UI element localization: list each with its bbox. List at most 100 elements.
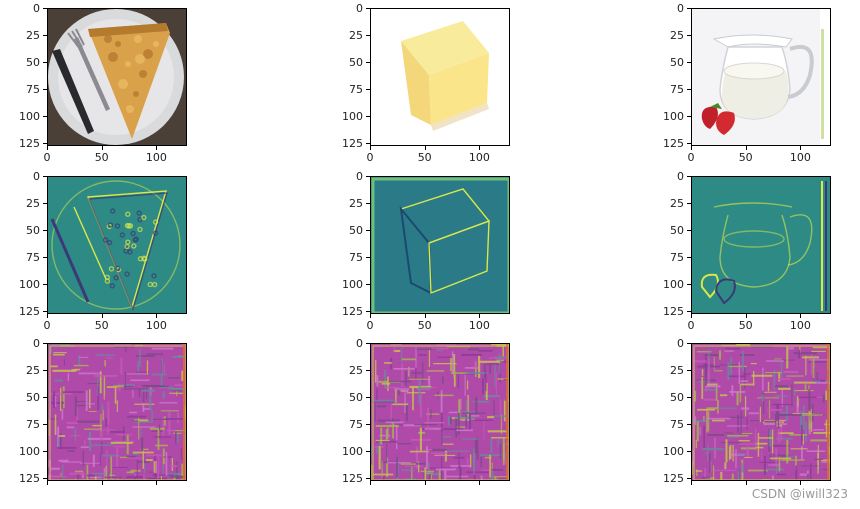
y-tick-mark [43,450,47,452]
image-panel-milk-jug-strawberries-photo: 0 25 50 75 100 125 0 50 100 [663,3,831,163]
y-tick-label: 100 [342,277,363,291]
y-tick-label: 0 [356,337,363,350]
pizza-slice-photo [47,8,187,146]
image-panel-butter-block-photo: 0 25 50 75 100 125 0 50 100 [342,3,510,163]
image-panel-milk-deep-feature-map: 0 25 50 75 100 125 [663,338,831,485]
y-tick-label: 125 [19,471,40,485]
y-tick-mark [366,61,370,63]
y-tick-label: 0 [356,2,363,15]
y-tick-label: 25 [670,28,684,42]
x-tick-label: 50 [417,319,432,332]
y-tick-mark [687,34,691,36]
y-tick-label: 50 [26,390,40,404]
y-tick-label: 75 [670,417,684,431]
y-tick-label: 125 [663,471,684,485]
x-tick-label: 100 [145,319,167,332]
image-panel-milk-edge-feature-map: 0 25 50 75 100 125 0 50 100 [663,171,831,331]
x-tick-mark [156,314,158,318]
image-panel-pizza-deep-feature-map: 0 25 50 75 100 125 [19,338,187,485]
y-tick-label: 0 [677,170,684,183]
y-tick-label: 0 [677,337,684,350]
y-tick-label: 75 [349,250,363,264]
y-tick-label: 50 [670,223,684,237]
y-tick-mark [366,88,370,90]
y-tick-mark [687,8,691,9]
y-tick-mark [366,283,370,285]
y-tick-label: 50 [349,55,363,69]
y-tick-label: 0 [33,2,40,15]
y-tick-mark [43,34,47,36]
y-tick-mark [687,423,691,425]
y-tick-label: 0 [677,2,684,15]
x-tick-label: 100 [789,151,811,164]
y-tick-mark [687,450,691,452]
y-tick-mark [687,115,691,117]
image-panel-butter-deep-feature-map: 0 25 50 75 100 125 [342,338,510,485]
y-tick-label: 125 [19,136,40,150]
y-tick-mark [43,61,47,63]
x-tick-label: 100 [145,151,167,164]
y-tick-label: 25 [26,196,40,210]
x-tick-mark [800,481,802,485]
y-tick-label: 25 [349,28,363,42]
y-tick-mark [43,8,47,9]
x-tick-label: 50 [94,319,109,332]
y-tick-label: 25 [26,363,40,377]
y-tick-label: 0 [33,337,40,350]
y-tick-label: 125 [19,304,40,318]
y-tick-label: 50 [26,223,40,237]
butter-block-photo [370,8,510,146]
y-tick-label: 100 [19,444,40,458]
y-tick-label: 100 [663,109,684,123]
y-tick-mark [366,310,370,312]
milk-jug-strawberries-photo [691,8,831,146]
y-tick-mark [687,310,691,312]
x-tick-label: 100 [468,151,490,164]
y-tick-mark [366,34,370,36]
pizza-deep-feature-map [47,343,187,481]
y-tick-label: 75 [26,250,40,264]
y-tick-label: 125 [342,136,363,150]
x-tick-mark [745,314,747,318]
y-tick-mark [43,176,47,177]
y-tick-label: 25 [26,28,40,42]
y-tick-mark [366,202,370,204]
y-tick-label: 50 [349,223,363,237]
x-tick-mark [101,481,103,485]
x-tick-mark [370,314,371,318]
x-tick-mark [691,481,692,485]
y-tick-label: 25 [670,363,684,377]
x-tick-mark [479,314,481,318]
y-tick-mark [43,202,47,204]
x-tick-label: 0 [687,319,695,332]
x-tick-mark [370,146,371,150]
y-tick-mark [687,343,691,344]
x-tick-mark [424,314,426,318]
y-tick-label: 100 [663,444,684,458]
y-tick-label: 100 [19,109,40,123]
y-tick-mark [366,396,370,398]
x-tick-label: 0 [43,319,51,332]
x-tick-mark [479,481,481,485]
x-tick-label: 0 [366,151,374,164]
y-tick-label: 75 [670,82,684,96]
x-tick-label: 50 [738,319,753,332]
x-tick-label: 0 [687,151,695,164]
x-tick-mark [47,314,48,318]
x-tick-label: 0 [43,151,51,164]
y-tick-label: 50 [349,390,363,404]
x-tick-mark [47,146,48,150]
y-tick-mark [366,176,370,177]
y-tick-label: 50 [26,55,40,69]
x-tick-label: 50 [94,151,109,164]
y-tick-mark [43,343,47,344]
image-panel-pizza-slice-photo: 0 25 50 75 100 125 0 50 100 [19,3,187,163]
y-tick-mark [43,256,47,258]
y-tick-mark [687,202,691,204]
x-tick-mark [691,146,692,150]
y-tick-mark [687,176,691,177]
milk-edge-feature-map [691,176,831,314]
milk-deep-feature-map [691,343,831,481]
x-tick-mark [370,481,371,485]
y-tick-mark [687,396,691,398]
